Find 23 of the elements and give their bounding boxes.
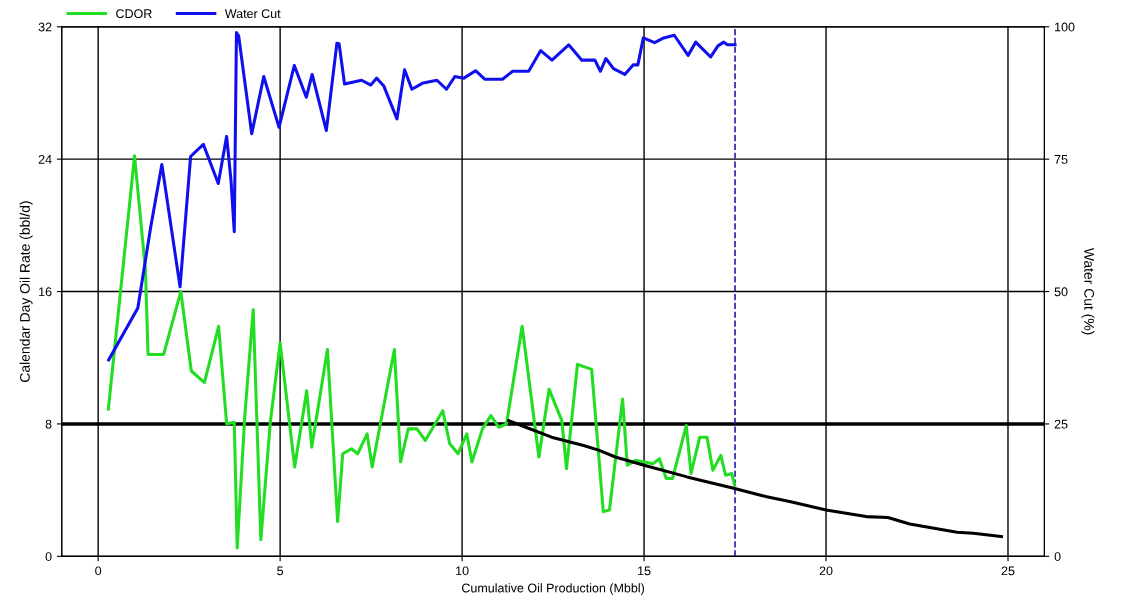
y-tick-label: 24 [38,154,52,164]
x-tick-label: 5 [277,566,284,576]
y2-tick-label: 25 [1054,419,1068,429]
y2-axis-title: Water Cut (%) [1081,247,1095,335]
y2-tick-label: 75 [1054,155,1068,164]
x-tick-label: 20 [819,566,833,576]
line-series [106,154,737,550]
legend-label: Water Cut [224,9,281,19]
y-tick-label: 0 [45,552,52,561]
y-tick-label: 16 [39,287,52,297]
x-tick-label: 15 [638,566,651,576]
y2-tick-label: 50 [1054,287,1068,297]
y2-tick-label: 0 [1054,552,1061,561]
y-tick-label: 8 [45,419,52,429]
legend-label: CDOR [116,9,152,19]
y2-tick-label: 100 [1055,22,1075,32]
x-tick-label: 25 [1001,566,1015,576]
y-tick-label: 32 [38,22,52,32]
x-axis-title: Cumulative Oil Production (Mbbl) [462,583,645,595]
x-tick-label: 0 [95,566,102,576]
line-series [107,31,737,362]
y-axis-title: Calendar Day Oil Rate (bbl/d) [19,201,33,382]
x-tick-label: 10 [456,566,469,576]
